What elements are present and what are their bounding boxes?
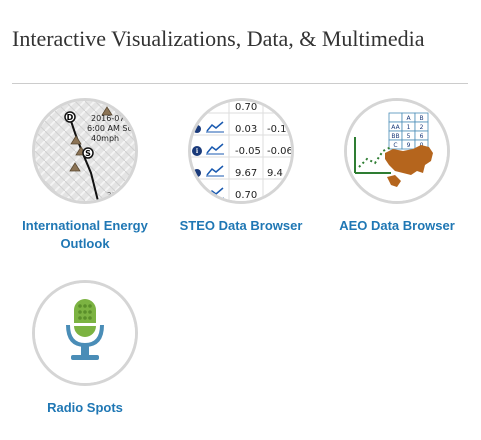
aeo-grid-label: BB xyxy=(391,133,399,140)
steo-cell: 9.4 xyxy=(267,168,283,179)
steo-cell: 0.03 xyxy=(235,124,257,135)
tile-aeo-data-browser[interactable]: ABAA12BB56C90 AEO Data Browser xyxy=(317,98,477,235)
aeo-grid-label: C xyxy=(393,142,397,149)
steo-data-browser-link[interactable]: STEO Data Browser xyxy=(179,218,303,233)
svg-text:i: i xyxy=(196,148,199,155)
tile-steo-data-browser[interactable]: 0.70 0.03 -0.1 -0.05 -0.06 9.67 9.4 0.70 i xyxy=(161,98,321,235)
thumb-speed: 40mph xyxy=(91,134,119,143)
steo-cell: 9.67 xyxy=(235,168,257,179)
steo-cell: 0.70 xyxy=(235,102,257,113)
aeo-grid-label: 6 xyxy=(420,133,424,140)
aeo-grid-label: 9 xyxy=(407,142,411,149)
thumb-time: 6:00 AM Sc xyxy=(87,124,132,133)
data-table-icon[interactable]: 0.70 0.03 -0.1 -0.05 -0.06 9.67 9.4 0.70 i xyxy=(188,98,294,204)
thumb-date: 2016-07- xyxy=(91,114,127,123)
us-map-chart-icon[interactable]: ABAA12BB56C90 xyxy=(344,98,450,204)
tile-radio-spots[interactable]: Radio Spots xyxy=(5,280,165,417)
aeo-data-browser-link[interactable]: AEO Data Browser xyxy=(339,218,455,233)
aeo-grid-label: 5 xyxy=(407,133,411,140)
aeo-grid-label: 1 xyxy=(407,124,411,131)
aeo-grid-label: AA xyxy=(391,124,400,131)
section-divider xyxy=(12,83,468,84)
aeo-grid-label: A xyxy=(406,115,411,122)
svg-text:S: S xyxy=(85,149,91,158)
international-energy-outlook-link[interactable]: International Energy Outlook xyxy=(22,218,148,251)
steo-cell: -0.1 xyxy=(267,124,287,135)
steo-cell: -0.06 xyxy=(267,146,291,157)
steo-cell: -0.05 xyxy=(235,146,261,157)
aeo-grid-label: 2 xyxy=(420,124,424,131)
radio-spots-link[interactable]: Radio Spots xyxy=(47,400,123,415)
tile-international-energy-outlook[interactable]: D S 2016-07- 6:00 AM Sc 40mph 20 Interna… xyxy=(5,98,165,253)
map-tracking-icon[interactable]: D S 2016-07- 6:00 AM Sc 40mph 20 xyxy=(32,98,138,204)
steo-cell: 0.70 xyxy=(235,190,257,201)
thumb-tick: 20 xyxy=(107,191,116,199)
aeo-grid-cell xyxy=(388,112,403,123)
svg-text:D: D xyxy=(67,113,74,122)
section-title: Interactive Visualizations, Data, & Mult… xyxy=(12,26,425,51)
aeo-grid-label: B xyxy=(419,115,423,122)
microphone-icon[interactable] xyxy=(32,280,138,386)
